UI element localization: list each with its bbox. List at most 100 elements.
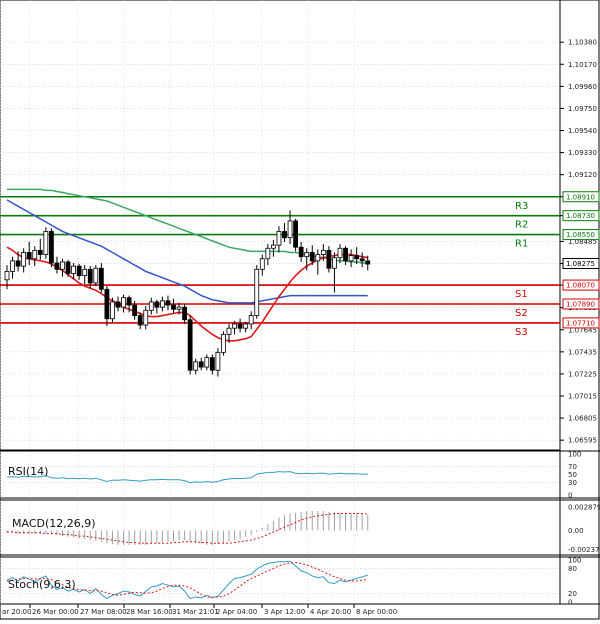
- candles: [4, 210, 371, 377]
- level-tag-box: [562, 298, 600, 310]
- candle-body: [343, 247, 348, 262]
- price-tick-label: 1.09540: [568, 127, 597, 135]
- candle-body: [126, 297, 132, 306]
- candle-body: [60, 261, 65, 270]
- stoch-tick-label: 20: [568, 590, 577, 598]
- candle-body: [315, 254, 321, 262]
- rsi-tick-label: 100: [568, 451, 581, 459]
- candle-body: [332, 257, 337, 269]
- level-label-s1: S1: [515, 289, 528, 300]
- level-tag-box: [562, 229, 600, 241]
- macd-tick-label: -0.002379: [568, 546, 600, 554]
- macd-signal-line: [7, 513, 368, 544]
- level-tag-s3: 1.07710: [566, 319, 595, 327]
- price-axis: 1.10380 1.10170 1.09960 1.09750 1.09540 1.093…: [560, 39, 597, 445]
- level-tag-r3: 1.08910: [566, 193, 595, 201]
- candle-body: [10, 260, 15, 272]
- level-label-s3: S3: [515, 327, 528, 338]
- candle-body: [187, 319, 193, 371]
- grid: [0, 0, 560, 604]
- candle-body: [265, 247, 271, 260]
- candle-body: [110, 301, 115, 320]
- candle-body: [15, 260, 21, 267]
- level-tag-s1: 1.08070: [566, 282, 595, 290]
- candle-body: [182, 306, 188, 321]
- time-tick-label: 28 Mar 16:00: [126, 608, 173, 616]
- candle-body: [104, 288, 110, 320]
- price-tick-label: 1.07015: [568, 393, 597, 401]
- stoch-tick-label: 0: [568, 599, 572, 607]
- price-tick-label: 1.06595: [568, 437, 597, 445]
- rsi-title: RSI(14): [8, 465, 48, 478]
- pivot-levels: R3 R2 R1 S1 S2 S3: [0, 195, 560, 338]
- price-tick-label: 1.10170: [568, 61, 597, 69]
- stoch-signal-line: [6, 561, 368, 598]
- candle-body: [259, 258, 265, 270]
- candle-body: [165, 300, 171, 306]
- time-tick-label: 31 Mar 21:01: [172, 608, 219, 616]
- candle-body: [232, 323, 237, 329]
- candle-body: [215, 351, 221, 371]
- level-tag-box: [562, 191, 600, 203]
- level-tag-r2: 1.08730: [566, 212, 595, 220]
- candle-body: [76, 265, 82, 277]
- level-tag-box: [562, 279, 600, 291]
- level-tag-box: [562, 317, 600, 329]
- candle-body: [176, 306, 182, 310]
- macd-pane: 0.002879 0.00 -0.002379: [6, 504, 600, 554]
- rsi-tick-label: 30: [568, 479, 577, 487]
- candle-body: [143, 309, 149, 326]
- candle-body: [154, 301, 160, 308]
- candle-body: [193, 361, 199, 371]
- rsi-tick-label: 0: [568, 492, 572, 500]
- candle-body: [121, 297, 126, 308]
- candle-body: [82, 268, 88, 277]
- candle-body: [282, 231, 287, 239]
- candle-body: [326, 249, 332, 269]
- time-tick-label: 2 Apr 04:00: [216, 608, 257, 616]
- time-tick-label: 27 Mar 08:00: [80, 608, 127, 616]
- rsi-line: [6, 471, 368, 484]
- candle-body: [237, 323, 243, 329]
- macd-tick-label: 0.00: [568, 527, 584, 535]
- level-label-s2: S2: [515, 308, 528, 319]
- level-label-r3: R3: [515, 201, 528, 212]
- candle-body: [298, 246, 304, 258]
- candle-body: [276, 231, 282, 246]
- candle-body: [54, 262, 60, 270]
- stoch-main-line: [6, 560, 368, 600]
- candle-body: [226, 327, 232, 335]
- candle-body: [209, 357, 215, 371]
- candle-body: [71, 265, 76, 274]
- candle-body: [159, 300, 165, 308]
- candle-body: [98, 267, 104, 290]
- price-tick-label: 1.09960: [568, 83, 597, 91]
- candle-body: [359, 258, 365, 262]
- price-tags: 1.08910 1.08730 1.08550 1.08070 1.07890 1.077…: [562, 191, 600, 329]
- macd-tick-label: 0.002879: [568, 504, 600, 512]
- ma-blue-line: [6, 199, 368, 304]
- current-price-tag: 1.08275: [566, 260, 595, 268]
- price-tick-label: 1.10380: [568, 39, 597, 47]
- candle-body: [93, 267, 99, 284]
- candle-body: [204, 357, 210, 368]
- candle-body: [337, 247, 343, 259]
- price-tick-label: 1.09330: [568, 149, 597, 157]
- candle-body: [49, 231, 54, 264]
- candle-body: [248, 315, 254, 325]
- candle-body: [243, 323, 249, 329]
- time-tick-label: 8 Apr 00:00: [356, 608, 397, 616]
- candle-body: [137, 315, 143, 326]
- candle-body: [354, 255, 360, 260]
- time-tick-label: 3 Apr 12:00: [264, 608, 305, 616]
- level-label-r1: R1: [515, 239, 528, 250]
- candle-body: [65, 261, 71, 274]
- current-price-box: [562, 258, 600, 270]
- price-tick-label: 1.07435: [568, 348, 597, 356]
- level-tag-r1: 1.08550: [566, 231, 595, 239]
- price-tick-label: 1.08485: [568, 238, 597, 246]
- rsi-tick-label: 70: [568, 463, 577, 471]
